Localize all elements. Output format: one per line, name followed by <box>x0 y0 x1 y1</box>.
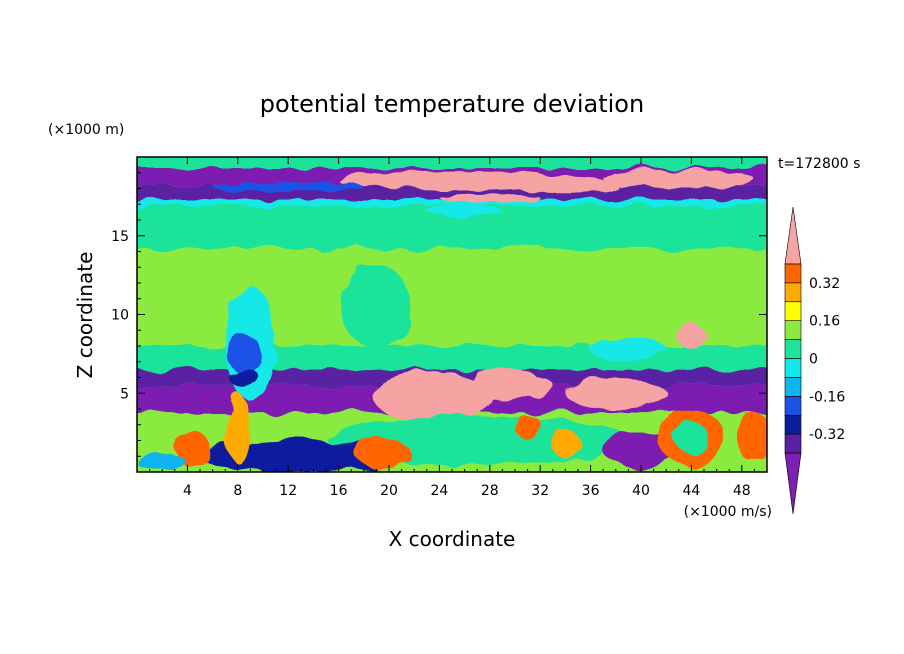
x-tick-label: 32 <box>531 483 549 499</box>
x-tick-label: 40 <box>632 483 650 499</box>
colorbar: 0.32 0.16 0 -0.16 -0.32 <box>784 206 845 515</box>
x-tick-label: 4 <box>183 483 192 499</box>
field-patch <box>137 454 188 471</box>
field-patch <box>177 431 211 469</box>
x-tick-label: 44 <box>682 483 700 499</box>
field-patch <box>551 429 580 458</box>
colorbar-max-arrow <box>784 206 802 265</box>
field-band-lower <box>137 346 767 370</box>
field-patch <box>341 265 412 348</box>
x-tick-label: 24 <box>430 483 448 499</box>
colorbar-label: -0.16 <box>809 389 845 405</box>
field-patch <box>578 259 755 323</box>
x-tick-label: 20 <box>380 483 398 499</box>
field-patch <box>515 177 616 194</box>
time-label: t=172800 s <box>778 156 860 172</box>
field-patch <box>464 368 541 400</box>
field-patch <box>228 368 260 387</box>
colorbar-label: 0 <box>809 352 818 368</box>
chart-title: potential temperature deviation <box>260 90 644 118</box>
field-band-top <box>137 157 767 169</box>
colorbar-swatch <box>784 320 802 340</box>
field-patch <box>372 371 494 422</box>
x-tick-label: 28 <box>481 483 499 499</box>
colorbar-min-arrow <box>784 452 802 515</box>
field-patch <box>676 325 707 348</box>
field-patch <box>565 377 667 409</box>
colorbar-swatch <box>784 396 802 416</box>
field-patch <box>212 182 364 192</box>
x-unit-label: (×1000 m/s) <box>684 504 772 520</box>
x-tick-label: 48 <box>733 483 751 499</box>
field-patch <box>515 413 541 439</box>
colorbar-label: 0.16 <box>809 314 840 330</box>
colorbar-swatch <box>784 282 802 303</box>
y-axis-label: Z coordinate <box>73 252 97 379</box>
x-tick-label: 8 <box>233 483 242 499</box>
field-patch <box>675 421 708 454</box>
y-unit-label: (×1000 m) <box>48 122 124 138</box>
x-tick-label: 36 <box>582 483 600 499</box>
colorbar-swatch <box>784 414 802 435</box>
colorbar-swatch <box>784 358 802 378</box>
field-patch <box>338 171 566 191</box>
colorbar-swatch <box>784 377 802 397</box>
colorbar-swatch <box>784 433 802 454</box>
x-axis-label: X coordinate <box>389 527 516 551</box>
y-tick-label: 15 <box>111 229 129 245</box>
field-patch <box>199 440 402 472</box>
y-tick-label: 5 <box>120 386 129 402</box>
colorbar-swatch <box>784 301 802 321</box>
field-patch <box>603 169 755 189</box>
y-tick-label: 10 <box>111 308 129 324</box>
x-axis-ticks: 4 8 12 16 20 24 28 32 36 40 44 48 <box>149 157 755 499</box>
field-patch <box>226 393 250 463</box>
field-patch <box>525 379 556 398</box>
colorbar-label: -0.32 <box>809 427 845 443</box>
field-patch <box>590 336 667 362</box>
y-axis-ticks: 5 10 15 <box>111 172 767 457</box>
field-patch <box>426 205 503 219</box>
colorbar-swatch <box>784 263 802 284</box>
colorbar-label: 0.32 <box>809 276 840 292</box>
field-patch <box>736 412 767 463</box>
field-patch <box>439 193 541 203</box>
colorbar-swatch <box>784 339 802 359</box>
field-patch <box>354 438 411 468</box>
field-patch <box>226 334 262 373</box>
x-tick-label: 12 <box>279 483 297 499</box>
contour-field <box>137 157 767 472</box>
x-tick-label: 16 <box>330 483 348 499</box>
